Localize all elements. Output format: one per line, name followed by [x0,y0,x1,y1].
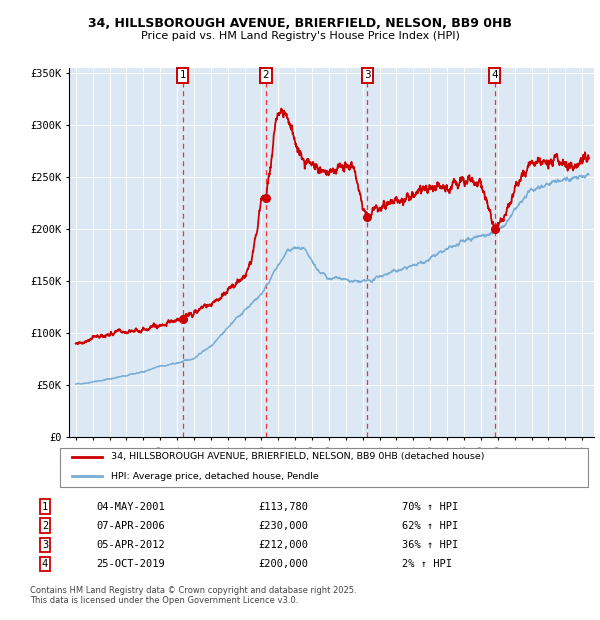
Text: £212,000: £212,000 [258,540,308,550]
Text: 25-OCT-2019: 25-OCT-2019 [96,559,165,569]
Text: 04-MAY-2001: 04-MAY-2001 [96,502,165,512]
Text: 1: 1 [179,71,186,81]
Text: £230,000: £230,000 [258,521,308,531]
Text: 62% ↑ HPI: 62% ↑ HPI [402,521,458,531]
Text: 07-APR-2006: 07-APR-2006 [96,521,165,531]
Text: 3: 3 [42,540,48,550]
Text: 05-APR-2012: 05-APR-2012 [96,540,165,550]
Text: 4: 4 [491,71,498,81]
Text: 4: 4 [42,559,48,569]
Text: 34, HILLSBOROUGH AVENUE, BRIERFIELD, NELSON, BB9 0HB: 34, HILLSBOROUGH AVENUE, BRIERFIELD, NEL… [88,17,512,30]
Text: Contains HM Land Registry data © Crown copyright and database right 2025.
This d: Contains HM Land Registry data © Crown c… [30,586,356,605]
Text: 70% ↑ HPI: 70% ↑ HPI [402,502,458,512]
Text: HPI: Average price, detached house, Pendle: HPI: Average price, detached house, Pend… [111,472,319,480]
Text: Price paid vs. HM Land Registry's House Price Index (HPI): Price paid vs. HM Land Registry's House … [140,31,460,41]
Text: 3: 3 [364,71,371,81]
Text: 34, HILLSBOROUGH AVENUE, BRIERFIELD, NELSON, BB9 0HB (detached house): 34, HILLSBOROUGH AVENUE, BRIERFIELD, NEL… [111,453,485,461]
Text: 2: 2 [42,521,48,531]
Text: 1: 1 [42,502,48,512]
Text: 36% ↑ HPI: 36% ↑ HPI [402,540,458,550]
Text: 2: 2 [263,71,269,81]
Text: £200,000: £200,000 [258,559,308,569]
Text: 2% ↑ HPI: 2% ↑ HPI [402,559,452,569]
Text: £113,780: £113,780 [258,502,308,512]
